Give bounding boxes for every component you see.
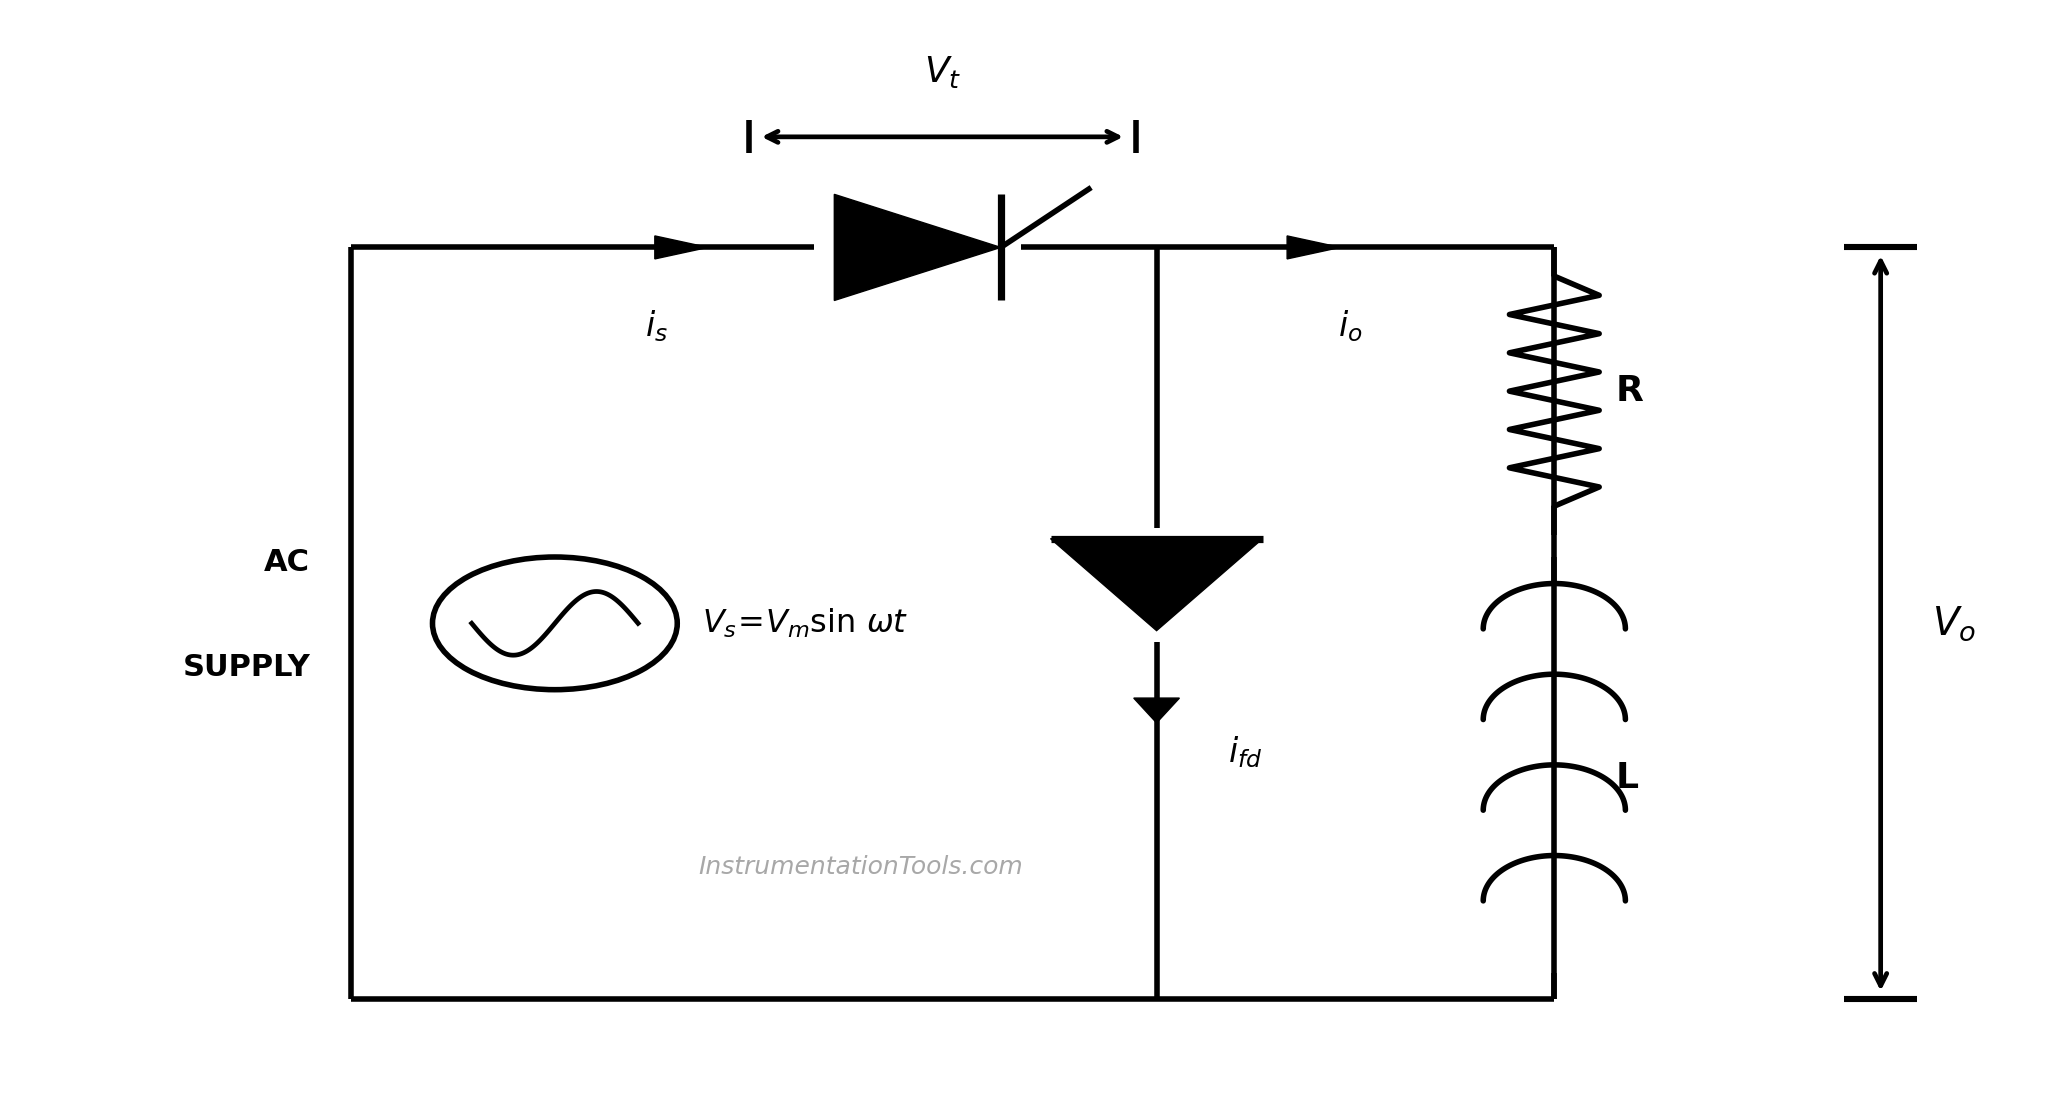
Text: AC: AC	[264, 548, 309, 577]
Text: SUPPLY: SUPPLY	[182, 653, 309, 682]
Text: $V_t$: $V_t$	[924, 55, 961, 90]
Text: $i_{fd}$: $i_{fd}$	[1229, 734, 1262, 770]
Text: $V_s\!=\!V_m\sin\,\omega t$: $V_s\!=\!V_m\sin\,\omega t$	[702, 607, 907, 641]
Text: InstrumentationTools.com: InstrumentationTools.com	[698, 854, 1024, 879]
Polygon shape	[655, 236, 709, 258]
Polygon shape	[1135, 698, 1180, 723]
Text: $V_o$: $V_o$	[1931, 604, 1976, 643]
Text: $i_o$: $i_o$	[1337, 309, 1362, 344]
Text: $i_s$: $i_s$	[645, 309, 668, 344]
Polygon shape	[1286, 236, 1339, 258]
Text: R: R	[1616, 374, 1642, 408]
Text: L: L	[1616, 761, 1638, 795]
Polygon shape	[834, 194, 1001, 301]
Polygon shape	[1051, 539, 1264, 631]
